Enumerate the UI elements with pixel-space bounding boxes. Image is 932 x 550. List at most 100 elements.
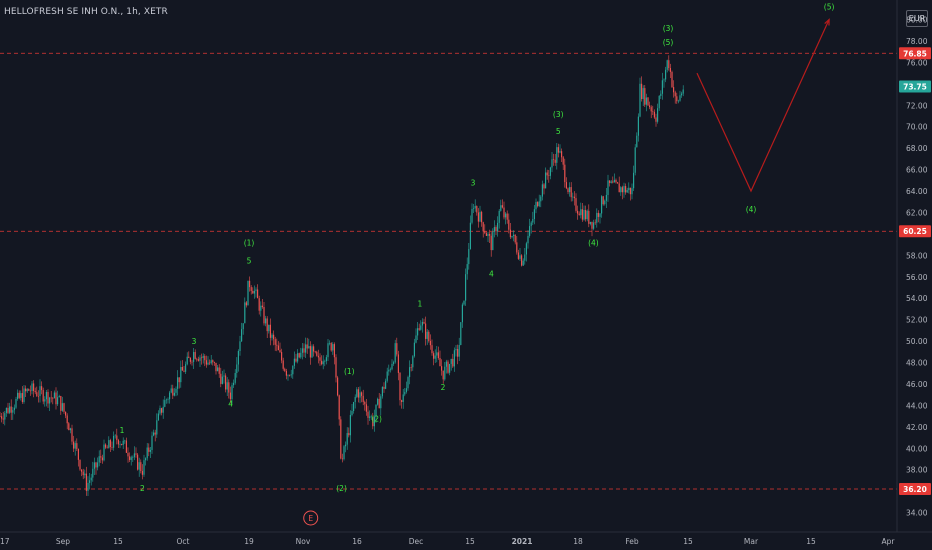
candle-body	[655, 117, 657, 122]
time-tick-label: Apr	[882, 537, 896, 546]
candle-body	[266, 318, 268, 332]
candle-body	[423, 322, 425, 324]
candle-body	[117, 440, 119, 445]
candle-body	[29, 390, 31, 392]
candle-body	[68, 423, 70, 431]
candle-body	[677, 100, 679, 102]
price-axis[interactable]: 34.0036.0038.0040.0042.0044.0046.0048.00…	[896, 0, 932, 550]
candle-body	[133, 453, 135, 458]
candle-body	[252, 290, 254, 294]
candle-body	[225, 375, 227, 390]
candle-body	[319, 357, 321, 361]
candle-body	[517, 252, 519, 259]
time-tick-label: 18	[573, 537, 583, 546]
time-axis[interactable]: 17 Sep 15 Oct 19 Nov 16 Dec 15 2021 18 Feb 15 Mar 15 Ap…	[0, 531, 932, 550]
candle-body	[153, 432, 155, 436]
wave-label: 5	[247, 257, 252, 266]
candle-body	[285, 370, 287, 376]
candle-body	[298, 353, 300, 358]
candle-body	[234, 373, 236, 383]
currency-badge[interactable]: EUR	[906, 10, 928, 27]
candle-body	[485, 233, 487, 236]
wave-label: (5)	[824, 3, 835, 12]
earnings-marker[interactable]: E	[303, 510, 319, 526]
candle-body	[196, 358, 198, 360]
candle-body	[185, 364, 187, 372]
candle-body	[610, 181, 612, 183]
candle-body	[324, 361, 326, 362]
candle-body	[458, 345, 460, 357]
candle-body	[146, 447, 148, 459]
price-tick-label: 40.00	[906, 444, 928, 453]
candle-body	[647, 97, 649, 106]
candle-body	[212, 360, 214, 363]
candle-body	[373, 416, 375, 427]
candle-body	[439, 358, 441, 367]
candle-body	[145, 458, 147, 461]
candle-body	[465, 274, 467, 301]
projection-arrowhead	[824, 18, 830, 26]
candle-body	[372, 416, 374, 427]
candle-body	[161, 408, 163, 413]
candle-body	[140, 462, 142, 472]
candle-body	[60, 395, 62, 411]
candle-body	[428, 331, 430, 341]
candle-body	[127, 452, 129, 457]
candle-body	[513, 234, 515, 236]
candle-body	[287, 375, 289, 376]
candle-body	[338, 395, 340, 420]
price-tick-label: 34.00	[906, 509, 928, 518]
candle-body	[353, 402, 355, 412]
candle-body	[405, 388, 407, 392]
candle-body	[514, 234, 516, 243]
candle-body	[543, 184, 545, 189]
candle-body	[521, 255, 523, 266]
candle-body	[449, 363, 451, 373]
candle-body	[370, 416, 372, 418]
candle-body	[159, 408, 161, 414]
candle-body	[109, 440, 111, 448]
candle-body	[132, 457, 134, 458]
candle-body	[215, 362, 217, 372]
candle-body	[562, 157, 564, 165]
candle-body	[173, 392, 175, 396]
candle-body	[641, 83, 643, 100]
candle-body	[357, 389, 359, 398]
wave-label: (2)	[336, 484, 347, 493]
candle-body	[28, 389, 30, 391]
candle-body	[565, 182, 567, 189]
candle-body	[391, 363, 393, 370]
wave-label: (3)	[553, 110, 564, 119]
wave-label: 2	[441, 383, 446, 392]
candle-body	[538, 201, 540, 207]
wave-label: (4)	[588, 238, 599, 247]
candle-body	[343, 446, 345, 460]
candle-body	[108, 440, 110, 449]
wave-label: (5)	[663, 38, 674, 47]
level-badge	[899, 47, 931, 60]
candle-body	[229, 392, 231, 400]
candle-body	[673, 87, 675, 93]
candle-body	[265, 318, 267, 324]
candle-body	[535, 202, 537, 210]
candle-body	[532, 219, 534, 223]
candle-body	[124, 440, 126, 442]
symbol-title: HELLOFRESH SE INH O.N., 1h, XETR	[4, 7, 168, 17]
candle-body	[522, 260, 524, 266]
candle-body	[621, 187, 623, 193]
candle-body	[41, 386, 43, 391]
price-tick-label: 72.00	[906, 101, 928, 110]
candle-body	[13, 407, 15, 411]
candle-body	[663, 79, 665, 81]
candle-body	[631, 188, 633, 195]
candle-body	[509, 229, 511, 238]
candle-body	[245, 302, 247, 306]
candle-body	[21, 393, 23, 403]
candle-body	[533, 209, 535, 220]
candle-body	[554, 159, 556, 163]
candle-body	[141, 471, 143, 475]
candle-body	[55, 392, 57, 405]
candle-body	[129, 456, 131, 460]
candle-body	[447, 361, 449, 373]
